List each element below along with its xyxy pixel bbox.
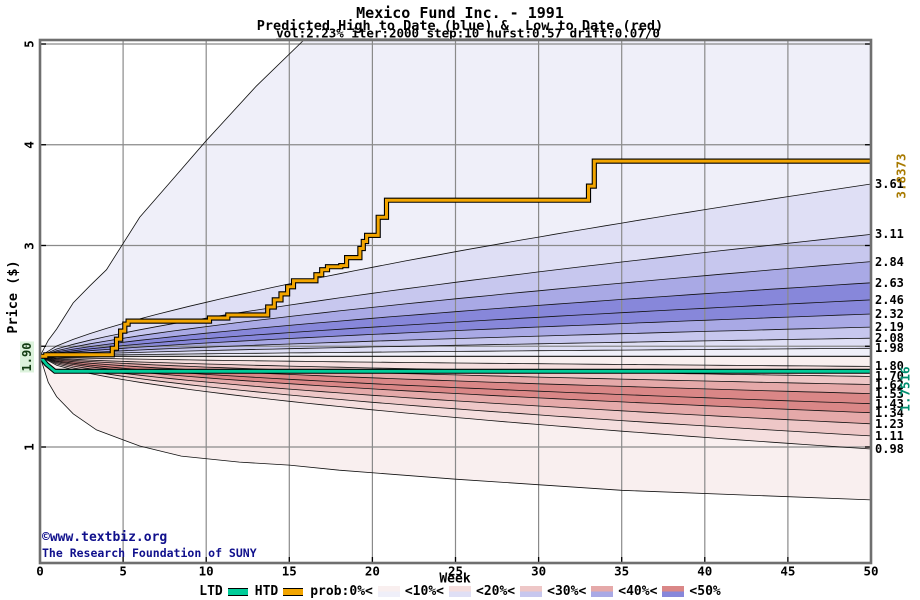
legend-prob-label: prob:0%< <box>310 584 373 599</box>
legend-prob-label: <20%< <box>476 584 516 599</box>
x-tick-label: 40 <box>697 563 713 579</box>
legend-band-swatch <box>520 586 543 597</box>
right-quantile-label-high: 2.19 <box>875 320 904 335</box>
htd-final-value-label: 3.8373 <box>893 153 909 199</box>
x-tick-label: 5 <box>119 563 127 579</box>
legend-htd-swatch <box>283 587 304 596</box>
legend-prob-label: <10%< <box>404 584 444 599</box>
right-quantile-label-low: 1.11 <box>875 428 904 443</box>
right-quantile-label-high: 3.61 <box>875 177 904 192</box>
x-axis-title: Week <box>439 571 471 587</box>
right-quantile-label-low: 1.34 <box>875 405 904 420</box>
right-quantile-label-low: 1.80 <box>875 359 904 374</box>
chart-parameters: vol:2.23% iter:2000 step:10 hurst:0.57 d… <box>276 25 660 41</box>
legend-prob-label: <50% <box>689 584 721 599</box>
legend-band-swatch <box>591 586 614 597</box>
watermark-foundation: The Research Foundation of SUNY <box>42 546 257 560</box>
right-quantile-label-low: 0.98 <box>875 442 904 456</box>
legend-prob-label: <40%< <box>618 584 658 599</box>
right-quantile-label-high: 2.08 <box>875 331 904 346</box>
legend-band-swatch <box>449 586 471 597</box>
right-quantile-label-high: 1.98 <box>875 341 904 356</box>
y-tick-label: 4 <box>21 140 37 149</box>
x-tick-label: 15 <box>281 563 297 579</box>
right-quantile-label-low: 1.43 <box>875 396 904 411</box>
x-tick-label: 30 <box>531 563 547 579</box>
legend-ltd-swatch <box>227 587 248 596</box>
legend-row: LTD HTD prob:0%< <10%< <20%< <30%< <40%< <50% <box>0 584 920 599</box>
right-quantile-label-high: 2.84 <box>875 254 904 269</box>
x-tick-label: 10 <box>198 563 214 579</box>
watermark-site: ©www.textbiz.org <box>42 530 168 545</box>
chart-subtitle: Predicted High to Date (blue) & Low to D… <box>256 18 664 34</box>
y-tick-label: 1 <box>21 443 37 451</box>
legend-prob-label: <30%< <box>547 584 587 599</box>
x-tick-label: 50 <box>863 563 879 579</box>
right-quantile-label-high: 2.32 <box>875 307 904 321</box>
right-quantile-label-low: 1.62 <box>875 377 904 392</box>
y-tick-label: 5 <box>21 40 37 48</box>
start-price-label: 1.90 <box>20 341 34 373</box>
legend-band-swatch <box>377 586 400 597</box>
page-title: Mexico Fund Inc. - 1991 <box>356 4 564 22</box>
x-tick-label: 0 <box>36 563 44 579</box>
right-quantile-label-low: 1.70 <box>875 369 904 384</box>
legend-band-swatch <box>662 586 685 597</box>
right-quantile-label-low: 1.53 <box>875 386 904 401</box>
legend-htd-label: HTD <box>254 584 279 599</box>
right-quantile-label-high: 3.11 <box>875 227 904 242</box>
x-tick-label: 25 <box>447 563 464 579</box>
x-tick-label: 35 <box>614 563 630 579</box>
ltd-final-value-label: 1.7516 <box>897 366 913 412</box>
right-quantile-label-high: 2.63 <box>875 275 904 290</box>
y-tick-label: 3 <box>21 241 37 250</box>
x-tick-label: 45 <box>780 563 796 579</box>
right-quantile-label-low: 1.23 <box>875 416 904 431</box>
x-tick-label: 20 <box>364 563 380 579</box>
right-quantile-label-high: 2.46 <box>875 292 904 307</box>
legend-ltd-label: LTD <box>199 584 223 599</box>
y-axis-title: Price ($) <box>5 260 21 334</box>
